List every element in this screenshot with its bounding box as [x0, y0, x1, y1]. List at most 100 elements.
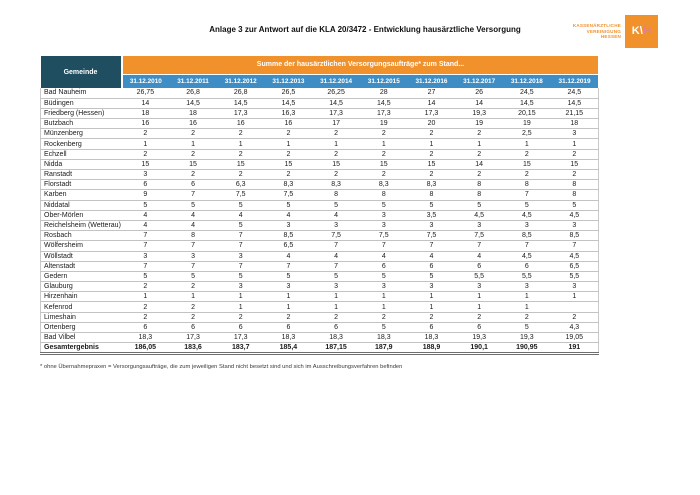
value-cell: 26,25: [312, 88, 360, 99]
date-column-header: 31.12.2011: [169, 74, 217, 88]
table-row: Ortenberg 6 6 6 6 6 5 6 6 5 4,3: [40, 322, 599, 334]
logo-org-line: HESSEN: [600, 34, 621, 40]
value-cell: 5: [359, 322, 408, 334]
table-row: Ranstadt 3 2 2 2 2 2 2 2 2 2: [40, 169, 599, 181]
value-cell: 2: [264, 169, 313, 181]
gemeinde-cell: Bad Nauheim: [40, 88, 122, 99]
date-column-header: 31.12.2019: [550, 74, 599, 88]
value-cell: 7: [121, 230, 170, 242]
value-cell: 7: [216, 230, 265, 242]
gemeinde-cell: Glauburg: [40, 281, 122, 293]
value-cell: 5: [121, 200, 170, 211]
value-cell: 2: [121, 128, 170, 140]
gemeinde-column-header: Gemeinde: [40, 56, 123, 88]
value-cell: 15: [312, 159, 360, 171]
value-cell: 5: [216, 200, 265, 211]
value-cell: 5,5: [503, 271, 551, 283]
value-cell: 5: [312, 200, 360, 211]
value-cell: 24,5: [503, 88, 551, 99]
value-cell: 3: [169, 251, 217, 262]
gemeinde-cell: Altenstadt: [40, 261, 122, 272]
value-cell: 1: [216, 291, 265, 303]
value-cell: 4: [264, 251, 313, 262]
value-cell: 3: [312, 281, 360, 293]
value-cell: 8: [359, 189, 408, 201]
table-row: Gedern 5 5 5 5 5 5 5 5,5 5,5 5,5: [40, 271, 599, 283]
value-cell: 18,3: [359, 332, 408, 344]
value-cell: 17,3: [407, 108, 456, 120]
value-cell: 7: [169, 189, 217, 201]
value-cell: 3: [359, 281, 408, 293]
logo-org-line: KASSENÄRZTLICHE: [572, 23, 621, 29]
table-row: Echzell 2 2 2 2 2 2 2 2 2 2: [40, 149, 599, 160]
value-cell: 2: [503, 149, 551, 160]
value-cell: 3: [216, 251, 265, 262]
value-cell: 3,5: [407, 210, 456, 221]
table-row: Bad Nauheim 26,75 26,8 26,8 26,5 26,25 28 27 26 2…: [40, 88, 599, 99]
table-row: Ober-Mörlen 4 4 4 4 4 3 3,5 4,5 4,5 4,5: [40, 210, 599, 221]
value-cell: 16: [121, 118, 170, 130]
banner-header: Summe der hausärztlichen Versorgungsauft…: [121, 56, 599, 75]
gemeinde-cell: Ortenberg: [40, 322, 122, 334]
value-cell: 1: [359, 138, 408, 150]
value-cell: 8,3: [407, 179, 456, 191]
value-cell: 7: [312, 261, 360, 272]
kvh-logo: KASSENÄRZTLICHE VEREINIGUNG HESSEN K\ H: [573, 15, 658, 48]
value-cell: 18,3: [312, 332, 360, 344]
value-cell: 15: [407, 159, 456, 171]
value-cell: 3: [550, 281, 599, 293]
logo-mark-h: H: [643, 25, 652, 37]
value-cell: 4: [312, 210, 360, 221]
value-cell: 3: [264, 220, 313, 232]
value-cell: 2: [169, 128, 217, 140]
value-cell: 5,5: [550, 271, 599, 283]
value-cell: 18,3: [264, 332, 313, 344]
gemeinde-cell: Gesamtergebnis: [40, 342, 122, 356]
value-cell: 18: [121, 108, 170, 120]
date-column-header: 31.12.2012: [216, 74, 265, 88]
value-cell: 1: [216, 301, 265, 313]
value-cell: 8,5: [264, 230, 313, 242]
value-cell: 26,5: [264, 88, 313, 99]
value-cell: 6,5: [550, 261, 599, 272]
value-cell: 5: [407, 271, 456, 283]
logo-org-name: KASSENÄRZTLICHE VEREINIGUNG HESSEN: [573, 23, 621, 39]
value-cell: 2: [550, 149, 599, 160]
gemeinde-cell: Limeshain: [40, 312, 122, 323]
value-cell: 2: [312, 128, 360, 140]
value-cell: 14: [455, 98, 503, 109]
value-cell: 6: [455, 261, 503, 272]
value-cell: 1: [455, 301, 503, 313]
value-cell: 7: [359, 240, 408, 252]
value-cell: 186,05: [121, 342, 170, 356]
table-row: Wöllstadt 3 3 3 4 4 4 4 4 4,5 4,5: [40, 251, 599, 262]
value-cell: 17,3: [169, 332, 217, 344]
table-row: Altenstadt 7 7 7 7 7 6 6 6 6 6,5: [40, 261, 599, 272]
total-row: Gesamtergebnis 186,05 183,6 183,7 185,4 187,1…: [40, 342, 599, 356]
value-cell: 4,3: [550, 322, 599, 334]
value-cell: 5: [169, 200, 217, 211]
value-cell: 5: [455, 200, 503, 211]
value-cell: 20: [407, 118, 456, 130]
value-cell: 3: [121, 251, 170, 262]
value-cell: 7: [455, 240, 503, 252]
table-row: Kefenrod 2 2 1 1 1 1 1 1 1: [40, 301, 599, 313]
value-cell: 3: [550, 220, 599, 232]
value-cell: 21,15: [550, 108, 599, 120]
value-cell: 8: [550, 189, 599, 201]
gemeinde-cell: Niddatal: [40, 200, 122, 211]
value-cell: 15: [503, 159, 551, 171]
value-cell: 2: [169, 281, 217, 293]
value-cell: 1: [359, 301, 408, 313]
value-cell: 5: [216, 271, 265, 283]
value-cell: 8,3: [359, 179, 408, 191]
value-cell: 5: [407, 200, 456, 211]
value-cell: 1: [455, 291, 503, 303]
date-column-header: 31.12.2016: [407, 74, 456, 88]
value-cell: 18: [550, 118, 599, 130]
value-cell: 14,5: [169, 98, 217, 109]
value-cell: 3: [550, 128, 599, 140]
value-cell: 6,3: [216, 179, 265, 191]
date-column-header: 31.12.2015: [359, 74, 408, 88]
value-cell: 2: [503, 312, 551, 323]
